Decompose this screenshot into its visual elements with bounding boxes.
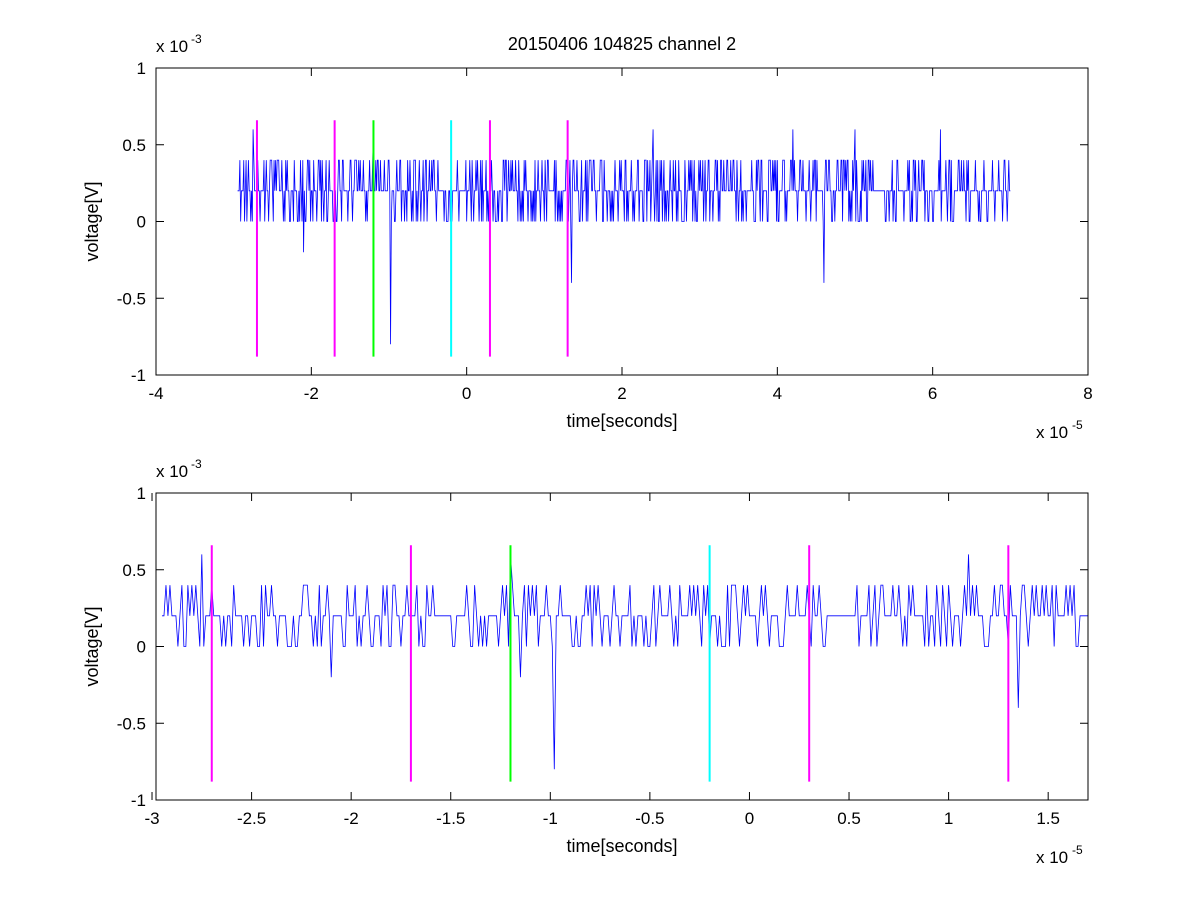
y-axis-multiplier: x 10 [156, 37, 188, 56]
voltage-trace [161, 554, 1088, 770]
x-axis-label: time[seconds] [566, 411, 677, 431]
x-tick-label: -4 [148, 384, 163, 403]
y-tick-label: 1 [137, 59, 146, 78]
x-tick-label: -0.5 [635, 809, 664, 828]
x-axis-multiplier: x 10 [1036, 423, 1068, 442]
x-tick-label: -2 [304, 384, 319, 403]
x-tick-label: 0.5 [837, 809, 861, 828]
x-tick-label: 4 [773, 384, 782, 403]
top-subplot: -4 -2 0 2 4 6 8-1-0.500.51x 10 -3x 10 -5time[sec… [82, 32, 1093, 442]
x-axis-label: time[seconds] [566, 836, 677, 856]
x-tick-label: 1.5 [1036, 809, 1060, 828]
x-tick-label: 6 [928, 384, 937, 403]
x-tick-label: 2 [617, 384, 626, 403]
x-axis-exponent: -5 [1072, 418, 1083, 432]
y-tick-label: -1 [131, 791, 146, 810]
x-tick-label: 0 [462, 384, 471, 403]
y-axis-label: voltage[V] [82, 606, 102, 686]
voltage-trace [237, 129, 1011, 345]
x-tick-label: 0 [745, 809, 754, 828]
x-axis-exponent: -5 [1072, 843, 1083, 857]
bottom-subplot: -3 -2.5 -2 -1.5 -1 -0.5 0 0.5 1 1.5 -1 -0.5 0 0.5 1 x 1… [82, 457, 1089, 867]
x-tick-label: 8 [1083, 384, 1092, 403]
y-tick-label: -0.5 [117, 714, 146, 733]
y-tick-label: 0 [137, 213, 146, 232]
x-tick-label: -2 [344, 809, 359, 828]
y-axis-exponent: -3 [191, 32, 202, 46]
y-axis-exponent: -3 [191, 457, 202, 471]
y-tick-label: -0.5 [117, 289, 146, 308]
y-tick-label: 0.5 [122, 136, 146, 155]
y-tick-label: 0.5 [122, 561, 146, 580]
y-axis-multiplier: x 10 [156, 462, 188, 481]
x-tick-label: -1 [543, 809, 558, 828]
x-axis-multiplier: x 10 [1036, 848, 1068, 867]
y-axis-label: voltage[V] [82, 181, 102, 261]
chart-title: 20150406 104825 channel 2 [508, 34, 736, 54]
y-tick-label: -1 [131, 366, 146, 385]
y-tick-label: 0 [137, 638, 146, 657]
x-tick-label: -3 [144, 809, 159, 828]
x-tick-label: -1.5 [436, 809, 465, 828]
x-tick-label: -2.5 [237, 809, 266, 828]
x-tick-label: 1 [944, 809, 953, 828]
y-tick-label: 1 [137, 484, 146, 503]
